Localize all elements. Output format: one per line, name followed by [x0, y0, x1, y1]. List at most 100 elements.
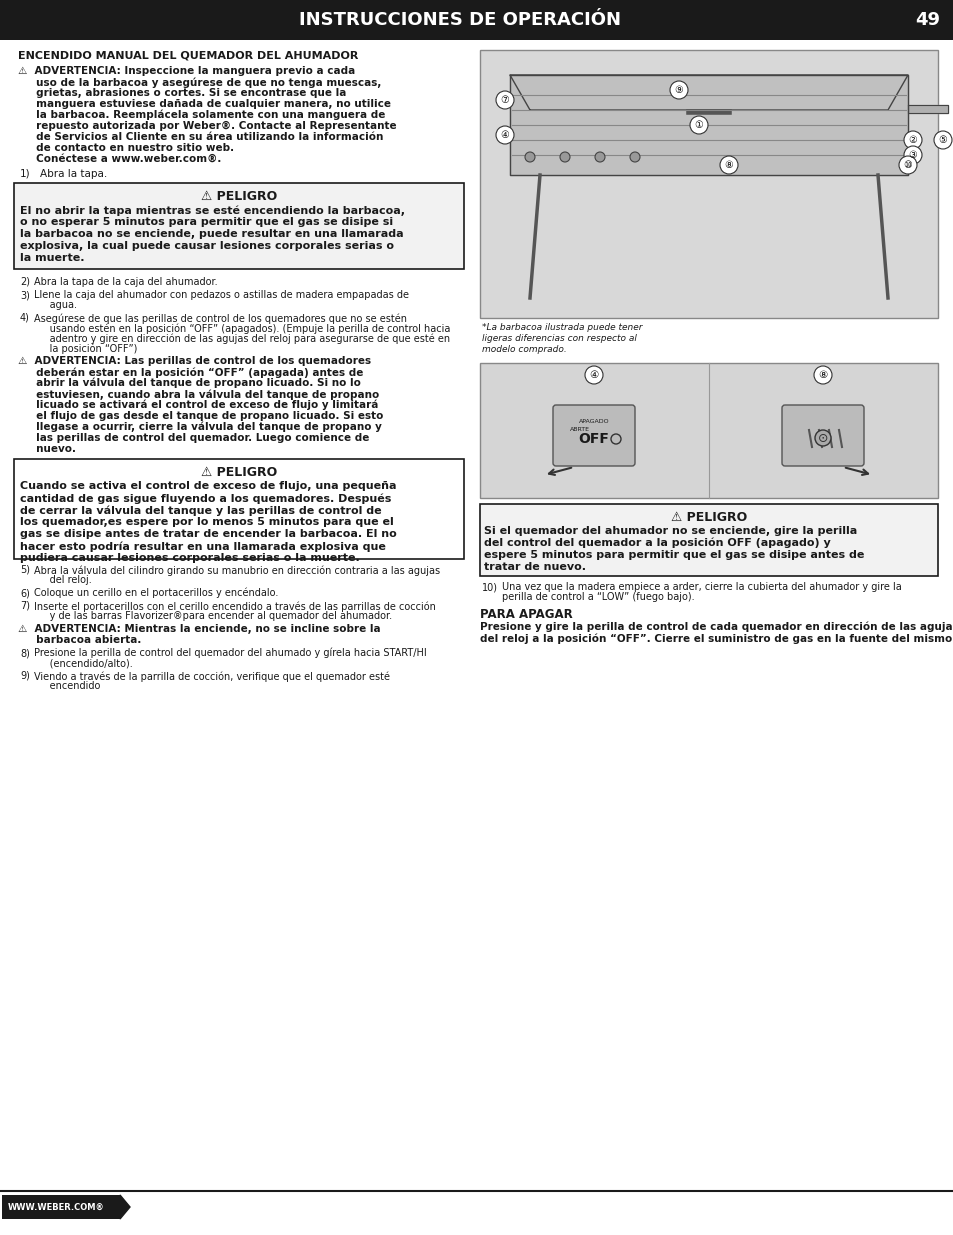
Text: Viendo a través de la parrilla de cocción, verifique que el quemador esté: Viendo a través de la parrilla de cocció… [34, 671, 390, 682]
Text: Asegúrese de que las perillas de control de los quemadores que no se estén: Asegúrese de que las perillas de control… [34, 312, 407, 324]
Text: y de las barras Flavorizer®para encender al quemador del ahumador.: y de las barras Flavorizer®para encender… [34, 611, 392, 621]
Bar [479, 504, 937, 576]
Text: Abra la tapa.: Abra la tapa. [40, 169, 107, 179]
Text: ⊙: ⊙ [817, 431, 827, 445]
Text: APAGADO: APAGADO [578, 419, 609, 424]
Text: encendido: encendido [34, 680, 100, 692]
Polygon shape [907, 105, 947, 112]
Text: ligeras diferencias con respecto al: ligeras diferencias con respecto al [481, 333, 637, 343]
Text: Presione la perilla de control del quemador del ahumado y gírela hacia START/HI: Presione la perilla de control del quema… [34, 648, 426, 658]
Text: ⑩: ⑩ [902, 161, 911, 170]
Text: ⚠ PELIGRO: ⚠ PELIGRO [670, 511, 746, 524]
Text: grietas, abrasiones o cortes. Si se encontrase que la: grietas, abrasiones o cortes. Si se enco… [18, 88, 346, 98]
Text: la barbacoa no se enciende, puede resultar en una llamarada: la barbacoa no se enciende, puede result… [20, 228, 403, 240]
Text: las perillas de control del quemador. Luego comience de: las perillas de control del quemador. Lu… [18, 433, 369, 443]
Circle shape [813, 366, 831, 384]
Text: de cerrar la válvula del tanque y las perillas de control de: de cerrar la válvula del tanque y las pe… [20, 505, 381, 515]
Text: ④: ④ [589, 370, 598, 380]
Circle shape [524, 152, 535, 162]
Text: espere 5 minutos para permitir que el gas se disipe antes de: espere 5 minutos para permitir que el ga… [483, 550, 863, 559]
Circle shape [933, 131, 951, 149]
Bar [14, 459, 463, 559]
Text: cantidad de gas sigue fluyendo a los quemadores. Después: cantidad de gas sigue fluyendo a los que… [20, 493, 391, 504]
Text: 49: 49 [915, 11, 940, 28]
Text: ④: ④ [500, 130, 509, 140]
Text: INSTRUCCIONES DE OPERACIÓN: INSTRUCCIONES DE OPERACIÓN [298, 11, 620, 28]
Circle shape [898, 156, 916, 174]
FancyBboxPatch shape [781, 405, 863, 466]
Text: 9): 9) [20, 671, 30, 680]
Text: licuado se activará el control de exceso de flujo y limitará: licuado se activará el control de exceso… [18, 400, 378, 410]
Text: tratar de nuevo.: tratar de nuevo. [483, 562, 585, 572]
Text: del control del quemador a la posición OFF (apagado) y: del control del quemador a la posición O… [483, 538, 830, 548]
Text: 1): 1) [20, 169, 30, 179]
Circle shape [669, 82, 687, 99]
Text: repuesto autorizada por Weber®. Contacte al Representante: repuesto autorizada por Weber®. Contacte… [18, 121, 396, 131]
Text: (encendido/alto).: (encendido/alto). [34, 658, 132, 668]
Text: o no esperar 5 minutos para permitir que el gas se disipe si: o no esperar 5 minutos para permitir que… [20, 217, 393, 227]
Text: Llene la caja del ahumador con pedazos o astillas de madera empapadas de: Llene la caja del ahumador con pedazos o… [34, 290, 409, 300]
Text: de contacto en nuestro sitio web.: de contacto en nuestro sitio web. [18, 143, 233, 153]
Text: de Servicios al Cliente en su área utilizando la información: de Servicios al Cliente en su área utili… [18, 132, 383, 142]
Text: 10): 10) [481, 582, 497, 592]
Text: ABRTE: ABRTE [569, 427, 589, 432]
Text: ⚠ PELIGRO: ⚠ PELIGRO [201, 466, 276, 479]
Polygon shape [120, 1195, 130, 1219]
Circle shape [595, 152, 604, 162]
Circle shape [584, 366, 602, 384]
Text: *La barbacoa ilustrada puede tener: *La barbacoa ilustrada puede tener [481, 324, 641, 332]
Text: perilla de control a “LOW” (fuego bajo).: perilla de control a “LOW” (fuego bajo). [501, 592, 694, 601]
Text: uso de la barbacoa y asegúrese de que no tenga muescas,: uso de la barbacoa y asegúrese de que no… [18, 77, 381, 88]
Text: nuevo.: nuevo. [18, 445, 76, 454]
Polygon shape [510, 75, 907, 175]
Text: deberán estar en la posición “OFF” (apagada) antes de: deberán estar en la posición “OFF” (apag… [18, 367, 363, 378]
Text: Conéctese a www.weber.com®.: Conéctese a www.weber.com®. [18, 154, 221, 164]
Text: llegase a ocurrir, cierre la válvula del tanque de propano y: llegase a ocurrir, cierre la válvula del… [18, 422, 381, 432]
Circle shape [629, 152, 639, 162]
Bar [0, 0, 953, 40]
Circle shape [903, 146, 921, 164]
Text: Si el quemador del ahumador no se enciende, gire la perilla: Si el quemador del ahumador no se encien… [483, 526, 857, 536]
Text: el flujo de gas desde el tanque de propano licuado. Si esto: el flujo de gas desde el tanque de propa… [18, 411, 383, 421]
Text: ⑦: ⑦ [500, 95, 509, 105]
Text: la posición “OFF”): la posición “OFF”) [34, 343, 137, 353]
Text: agua.: agua. [34, 300, 77, 310]
Text: ⑧: ⑧ [724, 161, 733, 170]
Text: ③: ③ [907, 149, 917, 161]
Circle shape [720, 156, 738, 174]
Text: ⚠  ADVERTENCIA: Inspeccione la manguera previo a cada: ⚠ ADVERTENCIA: Inspeccione la manguera p… [18, 65, 355, 77]
Circle shape [559, 152, 569, 162]
Text: ⚠  ADVERTENCIA: Las perillas de control de los quemadores: ⚠ ADVERTENCIA: Las perillas de control d… [18, 356, 371, 366]
Text: Una vez que la madera empiece a arder, cierre la cubierta del ahumador y gire la: Una vez que la madera empiece a arder, c… [501, 582, 901, 592]
Text: ⑤: ⑤ [938, 135, 946, 144]
Text: del reloj.: del reloj. [34, 576, 91, 585]
Bar [479, 49, 937, 317]
Text: Inserte el portacerillos con el cerillo encendido a través de las parrillas de c: Inserte el portacerillos con el cerillo … [34, 601, 436, 611]
Text: gas se disipe antes de tratar de encender la barbacoa. El no: gas se disipe antes de tratar de encende… [20, 529, 396, 538]
Text: ⚠  ADVERTENCIA: Mientras la enciende, no se incline sobre la: ⚠ ADVERTENCIA: Mientras la enciende, no … [18, 624, 380, 634]
Text: El no abrir la tapa mientras se esté encendiendo la barbacoa,: El no abrir la tapa mientras se esté enc… [20, 205, 405, 215]
Text: modelo comprado.: modelo comprado. [481, 345, 566, 354]
Text: Presione y gire la perilla de control de cada quemador en dirección de las aguja: Presione y gire la perilla de control de… [479, 622, 953, 632]
Text: la muerte.: la muerte. [20, 253, 85, 263]
Text: los quemador,es espere por lo menos 5 minutos para que el: los quemador,es espere por lo menos 5 mi… [20, 517, 394, 527]
Text: 6): 6) [20, 588, 30, 598]
Circle shape [689, 116, 707, 135]
Text: ⑧: ⑧ [818, 370, 827, 380]
Text: abrir la válvula del tanque de propano licuado. Si no lo: abrir la válvula del tanque de propano l… [18, 378, 360, 389]
Text: estuviesen, cuando abra la válvula del tanque de propano: estuviesen, cuando abra la válvula del t… [18, 389, 379, 399]
Bar [14, 183, 463, 269]
Text: 3): 3) [20, 290, 30, 300]
Text: PARA APAGAR: PARA APAGAR [479, 608, 572, 621]
Text: ENCENDIDO MANUAL DEL QUEMADOR DEL AHUMADOR: ENCENDIDO MANUAL DEL QUEMADOR DEL AHUMAD… [18, 49, 358, 61]
Text: Coloque un cerillo en el portacerillos y encéndalo.: Coloque un cerillo en el portacerillos y… [34, 588, 278, 599]
FancyBboxPatch shape [553, 405, 635, 466]
Circle shape [814, 430, 830, 446]
Circle shape [496, 91, 514, 109]
Text: adentro y gire en dirección de las agujas del reloj para asegurarse de que esté : adentro y gire en dirección de las aguja… [34, 333, 450, 343]
Bar [2, 1195, 120, 1219]
Text: hacer esto podría resultar en una llamarada explosiva que: hacer esto podría resultar en una llamar… [20, 541, 385, 552]
Text: ①: ① [694, 120, 702, 130]
Text: 5): 5) [20, 564, 30, 576]
Text: ②: ② [907, 135, 917, 144]
